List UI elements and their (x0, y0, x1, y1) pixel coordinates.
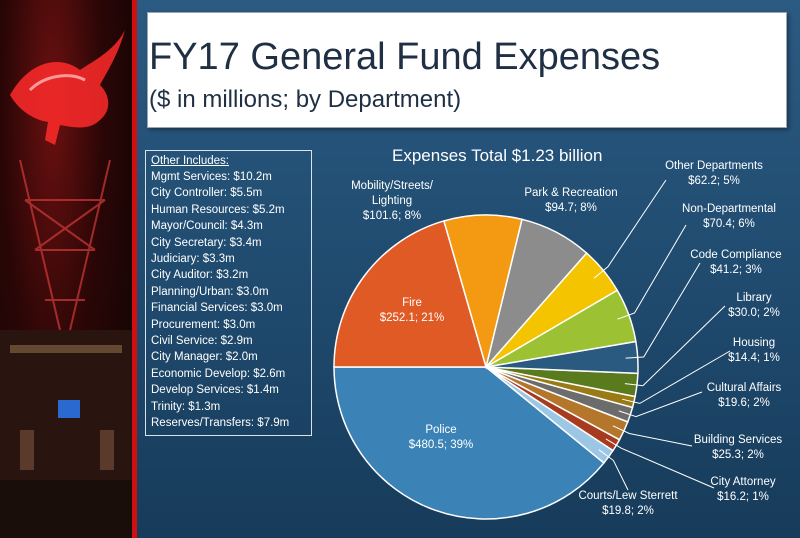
slice-label-line: Non-Departmental (682, 203, 776, 215)
slice-label-line: $70.4; 6% (703, 218, 755, 230)
slice-label-line: Mobility/Streets/ (351, 180, 434, 192)
other-includes-item: Reserves/Transfers: $7.9m (151, 417, 290, 429)
pie-slice-police (333, 366, 605, 520)
other-includes-box (145, 150, 312, 436)
slice-label-line: $62.2; 5% (688, 175, 740, 187)
slice-label-library: Library $30.0; 2% (728, 292, 780, 319)
pie-slices (333, 214, 639, 520)
leader-line-building-services (612, 425, 693, 447)
other-includes-item: Mgmt Services: $10.2m (151, 171, 272, 183)
slice-label-line: $480.5; 39% (409, 439, 474, 451)
leader-line-city-attorney (605, 438, 715, 489)
slide-title: FY17 General Fund Expenses (149, 36, 661, 78)
other-includes-item: City Auditor: $3.2m (151, 269, 249, 282)
slice-label-police: Police $480.5; 39% (409, 424, 474, 451)
slice-label-non-departmental: Non-Departmental $70.4; 6% (682, 203, 776, 230)
slice-label-code-compliance: Code Compliance $41.2; 3% (690, 249, 781, 276)
chart-title: Expenses Total $1.23 billion (392, 146, 603, 165)
leader-line-cultural-affairs (618, 391, 703, 418)
leader-line-library (624, 305, 726, 387)
leader-line-courts-lew-sterrett (598, 449, 629, 491)
slice-label-line: $25.3; 2% (712, 449, 764, 461)
slice-label-line: Library (736, 292, 771, 304)
other-includes-item: Human Resources: $5.2m (151, 203, 285, 216)
title-box (147, 12, 787, 128)
slide-subtitle: ($ in millions; by Department) (149, 86, 462, 113)
leader-line-non-departmental (617, 224, 687, 320)
slice-label-housing: Housing $14.4; 1% (728, 337, 780, 364)
slice-label-city-attorney: City Attorney $16.2; 1% (710, 476, 775, 503)
leader-line-code-compliance (625, 262, 701, 359)
slice-label-line: $19.6; 2% (718, 397, 770, 409)
slice-label-line: Cultural Affairs (707, 382, 782, 394)
other-includes-item: Judiciary: $3.3m (151, 253, 235, 265)
leader-line-other-departments (593, 179, 667, 279)
slice-label-building-services: Building Services $25.3; 2% (694, 434, 782, 461)
tower-structure-icon (19, 159, 111, 331)
slice-label-mobility-streets-lighting: Mobility/Streets/Lighting $101.6; 8% (351, 180, 434, 222)
slice-label-line: $101.6; 8% (363, 210, 421, 222)
slice-label-line: $14.4; 1% (728, 352, 780, 364)
slice-label-courts-lew-sterrett: Courts/Lew Sterrett $19.8; 2% (578, 490, 678, 517)
other-includes-item: Planning/Urban: $3.0m (151, 285, 269, 298)
leader-lines (593, 179, 731, 491)
slice-label-line: $252.1; 21% (380, 312, 445, 324)
other-includes-item: City Secretary: $3.4m (151, 236, 262, 249)
slice-label-line: Park & Recreation (524, 187, 617, 199)
slice-labels: Police $480.5; 39% Courts/Lew Sterrett $19.… (351, 160, 782, 517)
slice-label-line: City Attorney (710, 476, 775, 488)
slice-label-cultural-affairs: Cultural Affairs $19.6; 2% (707, 382, 782, 409)
slice-label-line: Code Compliance (690, 249, 781, 261)
other-includes-title: Other Includes: (151, 155, 229, 167)
leader-line-housing (621, 350, 731, 404)
slice-label-line: $41.2; 3% (710, 264, 762, 276)
other-includes-item: City Manager: $2.0m (151, 351, 258, 364)
other-includes-item: Financial Services: $3.0m (151, 302, 283, 315)
slice-label-line: $16.2; 1% (717, 491, 769, 503)
other-includes-item: Civil Service: $2.9m (151, 335, 253, 347)
slice-label-line: Police (425, 424, 456, 436)
slice-label-line: $19.8; 2% (602, 505, 654, 517)
slice-label-line: Building Services (694, 434, 782, 446)
slice-label-line: Housing (733, 337, 775, 349)
other-includes-item: City Controller: $5.5m (151, 187, 263, 200)
building-icon (0, 330, 132, 538)
other-includes-item: Mayor/Council: $4.3m (151, 220, 263, 233)
slice-label-line: $30.0; 2% (728, 307, 780, 319)
slice-label-other-departments: Other Departments $62.2; 5% (665, 160, 763, 187)
accent-bar (132, 0, 137, 538)
pie-slice-fire (333, 220, 487, 368)
slice-label-line: $94.7; 8% (545, 202, 597, 214)
other-includes-item: Economic Develop: $2.6m (151, 367, 286, 380)
slice-label-line: Other Departments (665, 160, 763, 172)
other-includes-item: Trinity: $1.3m (151, 400, 221, 413)
slice-label-fire: Fire $252.1; 21% (380, 297, 445, 324)
slice-label-park-recreation: Park & Recreation $94.7; 8% (524, 187, 617, 214)
pegasus-photo-illustration (0, 30, 132, 538)
other-includes-item: Procurement: $3.0m (151, 318, 256, 331)
slice-label-line: Lighting (372, 195, 412, 207)
background-photo-pegasus (0, 0, 132, 538)
slice-label-line: Fire (402, 297, 422, 309)
pegasus-neon-sign-icon (10, 30, 125, 145)
other-includes-item: Develop Services: $1.4m (151, 384, 279, 397)
slice-label-line: Courts/Lew Sterrett (578, 490, 678, 502)
